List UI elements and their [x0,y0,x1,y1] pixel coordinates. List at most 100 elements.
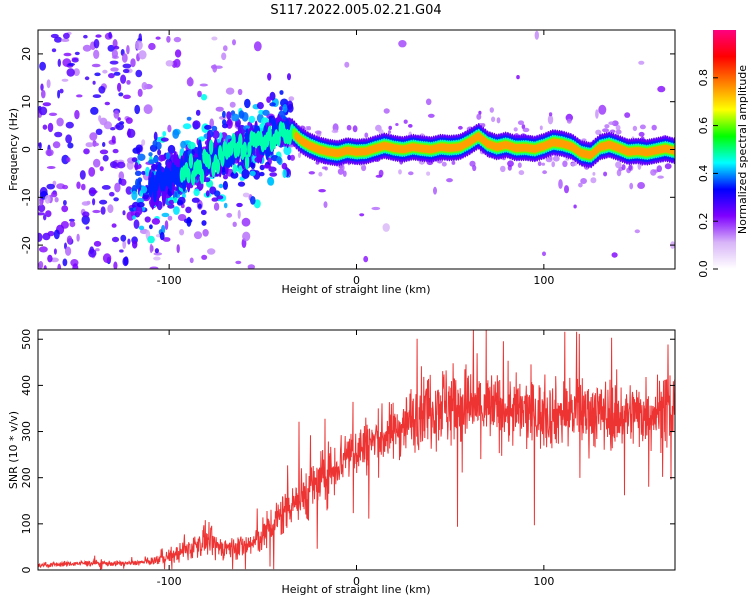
heatmap-cell [71,58,79,63]
heatmap-cell [95,128,103,135]
heatmap-cell [122,68,130,74]
heatmap-cell [154,248,159,254]
heatmap-cell [212,64,218,73]
heatmap-cell [230,171,239,179]
heatmap-cell [651,124,657,131]
heatmap-cell [547,114,554,125]
heatmap-cell [225,87,235,95]
heatmap-cell [639,124,646,130]
heatmap-cell [188,76,193,87]
heatmap-cell [307,126,311,131]
heatmap-cell [144,216,151,223]
heatmap-cell [244,154,250,170]
y-tick-label: 10 [20,95,33,109]
heatmap-cell [375,174,383,178]
heatmap-cell [176,199,184,206]
heatmap-cell [110,161,118,169]
heatmap-cell [72,263,79,269]
heatmap-cell [99,199,108,205]
heatmap-cell [427,113,435,118]
y-tick-label: 500 [20,329,33,350]
heatmap-cell [99,117,108,126]
heatmap-cell [611,252,618,258]
heatmap-cell [222,119,227,126]
heatmap-cell [172,129,180,139]
heatmap-cell [38,232,43,242]
heatmap-cell [180,140,187,149]
heatmap-cell [507,160,514,167]
heatmap-cell [134,170,142,176]
heatmap-cell [359,213,365,217]
heatmap-cell [141,170,146,175]
heatmap-cell [189,257,194,264]
snr-panel: -100 0 100 0 100 200 300 400 500 Height of stra… [7,329,676,596]
colorbar-gradient [713,30,736,269]
heatmap-cell [174,186,178,191]
heatmap-cell [92,198,96,206]
heatmap-cell [111,236,120,243]
x-tick-label: -100 [157,575,182,588]
heatmap-cell [664,163,672,170]
heatmap-cell [109,60,119,65]
x-tick-label: 0 [353,575,360,588]
heatmap-cell [500,165,506,173]
heatmap-cell [266,96,271,103]
heatmap-cell [318,171,323,177]
heatmap-cell [110,67,119,72]
heatmap-cell [53,248,57,255]
heatmap-cell [149,266,159,269]
heatmap-cell [541,162,545,166]
heatmap-cell [157,149,162,156]
heatmap-cell [148,42,156,51]
heatmap-cell [218,183,224,189]
heatmap-cell [83,34,88,39]
heatmap-cell [76,181,81,189]
heatmap-cell [99,149,109,155]
heatmap-cell [39,200,43,206]
heatmap-cell [268,166,277,173]
heatmap-cell [201,254,208,260]
heatmap-cell [398,40,407,48]
heatmap-cell [238,165,243,175]
heatmap-cell [186,116,192,121]
heatmap-cell [241,217,251,227]
heatmap-cell [117,117,121,121]
heatmap-cell [52,141,61,149]
heatmap-cell [542,251,546,257]
heatmap-cell [314,130,322,135]
heatmap-cell [542,170,547,175]
heatmap-cell [425,98,432,106]
heatmap-cell [92,94,102,98]
heatmap-cell [135,178,139,188]
heatmap-cell [99,166,104,172]
heatmap-cell [90,106,99,115]
heatmap-cell [93,49,100,59]
heatmap-cell [47,254,53,263]
heatmap-cell [111,223,117,228]
heatmap-cell [441,161,447,167]
colorbar-label: Normalized spectral amplitude [736,65,749,234]
heatmap-cell [290,154,295,161]
heatmap-cell [165,60,174,67]
colorbar-tick-label: 0.6 [697,117,710,135]
heatmap-cell [126,80,131,85]
heatmap-cell [61,78,69,82]
heatmap-cell [95,248,100,252]
heatmap-cell [102,69,108,74]
heatmap-cell [672,146,675,155]
heatmap-cell [173,197,178,204]
heatmap-cell [89,132,98,141]
heatmap-cell [74,51,80,56]
heatmap-cell [63,32,70,40]
heatmap-cell [656,165,662,173]
heatmap-cell [92,80,96,85]
heatmap-cell [164,220,169,231]
heatmap-cell [120,178,127,186]
heatmap-cell [177,214,187,221]
heatmap-cell [199,83,208,87]
heatmap-cell [247,264,255,269]
heatmap-cell [174,49,182,58]
heatmap-cell [199,168,205,185]
y-tick-label: 20 [20,47,33,61]
heatmap-cell [628,164,633,171]
